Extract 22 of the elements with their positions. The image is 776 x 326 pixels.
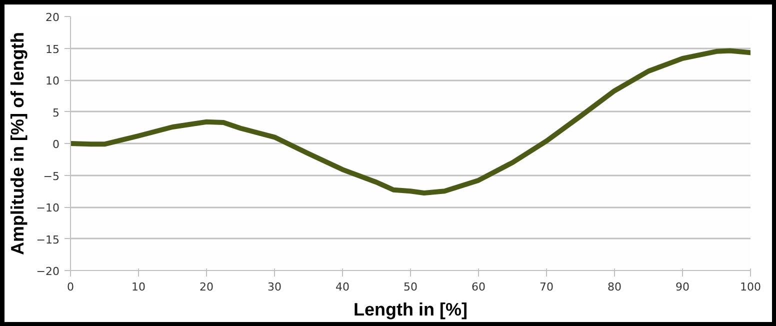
x-tick-label: 30 [268,280,282,294]
y-tick-label: 20 [46,11,60,24]
y-tick-label: 5 [52,106,60,120]
y-tick-label: −10 [36,202,60,214]
x-tick-label: 60 [472,280,486,294]
y-tick-label: −20 [36,265,60,278]
x-tick-label: 50 [404,280,418,294]
y-tick-label: −15 [36,233,60,246]
x-tick-label: 0 [67,280,74,294]
x-tick-label: 100 [740,280,761,294]
x-tick-label: 70 [540,280,554,294]
x-tick-label: 20 [200,280,214,294]
x-tick-label: 90 [676,280,690,294]
x-tick-label: 80 [608,280,622,294]
x-tick-label: 10 [132,280,146,294]
y-tick-label: −5 [43,170,60,183]
y-tick-label: 15 [46,42,60,56]
y-tick-label: 10 [46,74,60,88]
y-axis-title: Amplitude in [%] of length [7,32,28,255]
x-axis-title: Length in [%] [354,300,468,320]
x-tick-label: 40 [336,280,350,294]
y-tick-label: 0 [52,138,60,151]
